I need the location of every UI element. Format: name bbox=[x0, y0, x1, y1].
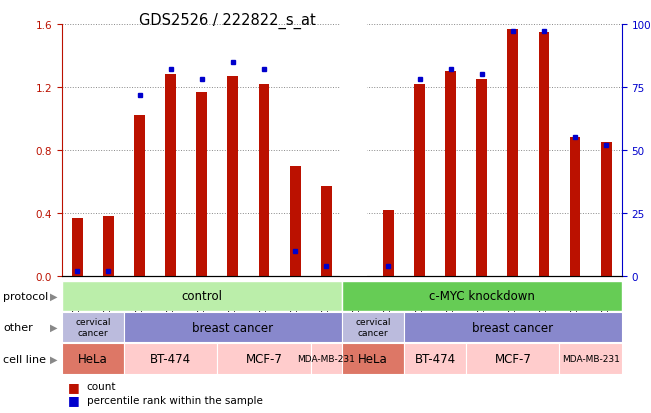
Bar bbox=[466, 344, 559, 374]
Bar bbox=[342, 25, 366, 277]
Bar bbox=[258, 85, 270, 277]
Bar bbox=[165, 75, 176, 277]
Bar bbox=[321, 187, 331, 277]
Bar bbox=[383, 211, 394, 277]
Text: protocol: protocol bbox=[3, 291, 49, 301]
Text: GDS2526 / 222822_s_at: GDS2526 / 222822_s_at bbox=[139, 12, 316, 28]
Text: MDA-MB-231: MDA-MB-231 bbox=[562, 354, 620, 363]
Text: ■: ■ bbox=[68, 393, 80, 406]
Bar bbox=[72, 218, 83, 277]
Bar bbox=[414, 85, 425, 277]
Text: cervical
cancer: cervical cancer bbox=[355, 318, 391, 337]
Text: c-MYC knockdown: c-MYC knockdown bbox=[429, 290, 534, 302]
Bar bbox=[342, 312, 404, 342]
Bar bbox=[559, 344, 622, 374]
Text: ▶: ▶ bbox=[49, 291, 57, 301]
Text: BT-474: BT-474 bbox=[415, 352, 456, 365]
Text: breast cancer: breast cancer bbox=[192, 321, 273, 334]
Text: MDA-MB-231: MDA-MB-231 bbox=[298, 354, 355, 363]
Bar bbox=[124, 344, 217, 374]
Bar bbox=[477, 80, 487, 277]
Bar bbox=[570, 138, 581, 277]
Bar bbox=[342, 281, 622, 311]
Text: HeLa: HeLa bbox=[358, 352, 388, 365]
Bar bbox=[124, 312, 342, 342]
Text: HeLa: HeLa bbox=[78, 352, 108, 365]
Text: breast cancer: breast cancer bbox=[472, 321, 553, 334]
Bar bbox=[404, 344, 466, 374]
Bar bbox=[103, 217, 114, 277]
Bar bbox=[352, 214, 363, 277]
Bar bbox=[197, 93, 207, 277]
Text: BT-474: BT-474 bbox=[150, 352, 191, 365]
Bar bbox=[62, 312, 124, 342]
Text: ■: ■ bbox=[68, 380, 80, 393]
Text: MCF-7: MCF-7 bbox=[245, 352, 283, 365]
Text: cervical
cancer: cervical cancer bbox=[76, 318, 111, 337]
Bar bbox=[445, 72, 456, 277]
Bar bbox=[342, 344, 404, 374]
Bar bbox=[311, 344, 342, 374]
Bar bbox=[62, 281, 342, 311]
Text: MCF-7: MCF-7 bbox=[494, 352, 531, 365]
Bar bbox=[62, 344, 124, 374]
Bar bbox=[507, 29, 518, 277]
Bar bbox=[134, 116, 145, 277]
Text: ▶: ▶ bbox=[49, 354, 57, 364]
Text: count: count bbox=[87, 381, 116, 391]
Bar bbox=[538, 33, 549, 277]
Bar bbox=[404, 312, 622, 342]
Bar bbox=[227, 77, 238, 277]
Text: ▶: ▶ bbox=[49, 322, 57, 332]
Bar bbox=[342, 25, 347, 277]
Text: other: other bbox=[3, 322, 33, 332]
Bar bbox=[601, 143, 611, 277]
Text: cell line: cell line bbox=[3, 354, 46, 364]
Text: percentile rank within the sample: percentile rank within the sample bbox=[87, 395, 262, 405]
Text: control: control bbox=[182, 290, 222, 302]
Bar bbox=[217, 344, 311, 374]
Bar bbox=[290, 166, 301, 277]
